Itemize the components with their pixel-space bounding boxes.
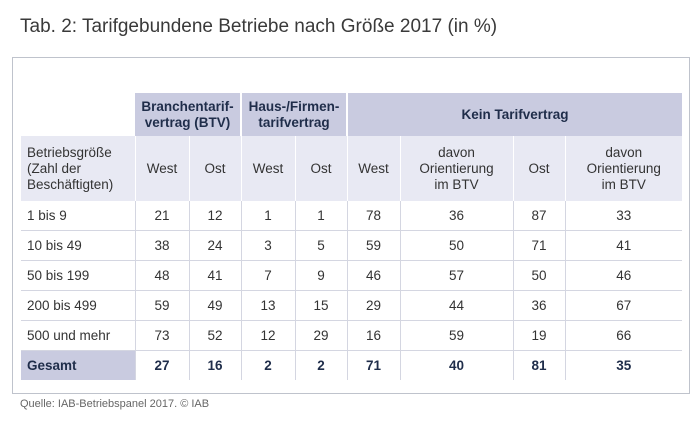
table-row: 1 bis 9 21 12 1 1 78 36 87 33 [21,201,682,231]
table-row: 200 bis 499 59 49 13 15 29 44 36 67 [21,290,682,321]
table-cell: 24 [189,230,242,261]
table-cell: 59 [400,320,514,351]
total-cell: 2 [295,350,348,380]
column-header-btv-west: West [135,136,190,201]
table-row: 50 bis 199 48 41 7 9 46 57 50 46 [21,260,682,291]
table-cell: 87 [513,201,566,231]
table-cell: 38 [135,230,190,261]
group-header-haus: Haus-/Firmen-tarifvertrag [241,93,348,136]
column-header-haus-ost: Ost [295,136,348,201]
table-cell: 59 [135,290,190,321]
total-row: Gesamt 27 16 2 2 71 40 81 35 [21,350,682,380]
row-label: 10 bis 49 [21,230,136,261]
table-cell: 59 [347,230,401,261]
table-cell: 15 [295,290,348,321]
column-header-size: Betriebsgröße (Zahl der Beschäftigten) [21,136,136,201]
row-label: 50 bis 199 [21,260,136,291]
table-cell: 1 [295,201,348,231]
total-cell: 2 [241,350,296,380]
table-cell: 36 [513,290,566,321]
data-table: Branchentarif-vertrag (BTV) Haus-/Firmen… [21,93,682,380]
group-header-row: Branchentarif-vertrag (BTV) Haus-/Firmen… [21,93,682,136]
total-cell: 71 [347,350,401,380]
total-label: Gesamt [21,350,136,380]
table-cell: 12 [189,201,242,231]
column-header-kein-west: West [347,136,401,201]
table-cell: 5 [295,230,348,261]
table-cell: 67 [565,290,682,321]
table-cell: 19 [513,320,566,351]
group-header-btv: Branchentarif-vertrag (BTV) [135,93,242,136]
table-cell: 1 [241,201,296,231]
table-cell: 66 [565,320,682,351]
source-note: Quelle: IAB-Betriebspanel 2017. © IAB [20,398,210,410]
table-cell: 29 [295,320,348,351]
table-row: 500 und mehr 73 52 12 29 16 59 19 66 [21,320,682,351]
column-header-kein-ost-orientierung: davon Orientierung im BTV [565,136,682,201]
table-cell: 9 [295,260,348,291]
table-cell: 71 [513,230,566,261]
table-cell: 13 [241,290,296,321]
header-spacer [21,93,135,136]
column-header-kein-ost: Ost [513,136,566,201]
table-cell: 3 [241,230,296,261]
table-cell: 7 [241,260,296,291]
table-cell: 44 [400,290,514,321]
table-cell: 12 [241,320,296,351]
total-cell: 27 [135,350,190,380]
column-header-kein-west-orientierung: davon Orientierung im BTV [400,136,514,201]
table-cell: 52 [189,320,242,351]
table-cell: 57 [400,260,514,291]
table-cell: 29 [347,290,401,321]
table-cell: 36 [400,201,514,231]
table-cell: 41 [565,230,682,261]
table-cell: 46 [565,260,682,291]
table-cell: 48 [135,260,190,291]
total-cell: 35 [616,358,632,373]
column-header-haus-west: West [241,136,296,201]
table-cell: 21 [135,201,190,231]
column-header-btv-ost: Ost [189,136,242,201]
column-header-row: Betriebsgröße (Zahl der Beschäftigten) Wes… [21,136,682,201]
total-cell: 81 [513,350,566,380]
table-cell: 73 [135,320,190,351]
table-cell: 49 [189,290,242,321]
table-cell: 16 [347,320,401,351]
table-row: 10 bis 49 38 24 3 5 59 50 71 41 [21,230,682,261]
table-title: Tab. 2: Tarifgebundene Betriebe nach Grö… [20,16,498,37]
table-cell: 50 [513,260,566,291]
table-cell: 78 [347,201,401,231]
total-cell: 16 [189,350,242,380]
row-label: 200 bis 499 [21,290,136,321]
table-cell: 50 [400,230,514,261]
row-label: 1 bis 9 [21,201,136,231]
table-cell: 33 [565,201,682,231]
total-cell: 40 [400,350,514,380]
table-cell: 46 [347,260,401,291]
row-label: 500 und mehr [21,320,136,351]
group-header-kein: Kein Tarifvertrag [347,93,682,136]
table-cell: 41 [189,260,242,291]
